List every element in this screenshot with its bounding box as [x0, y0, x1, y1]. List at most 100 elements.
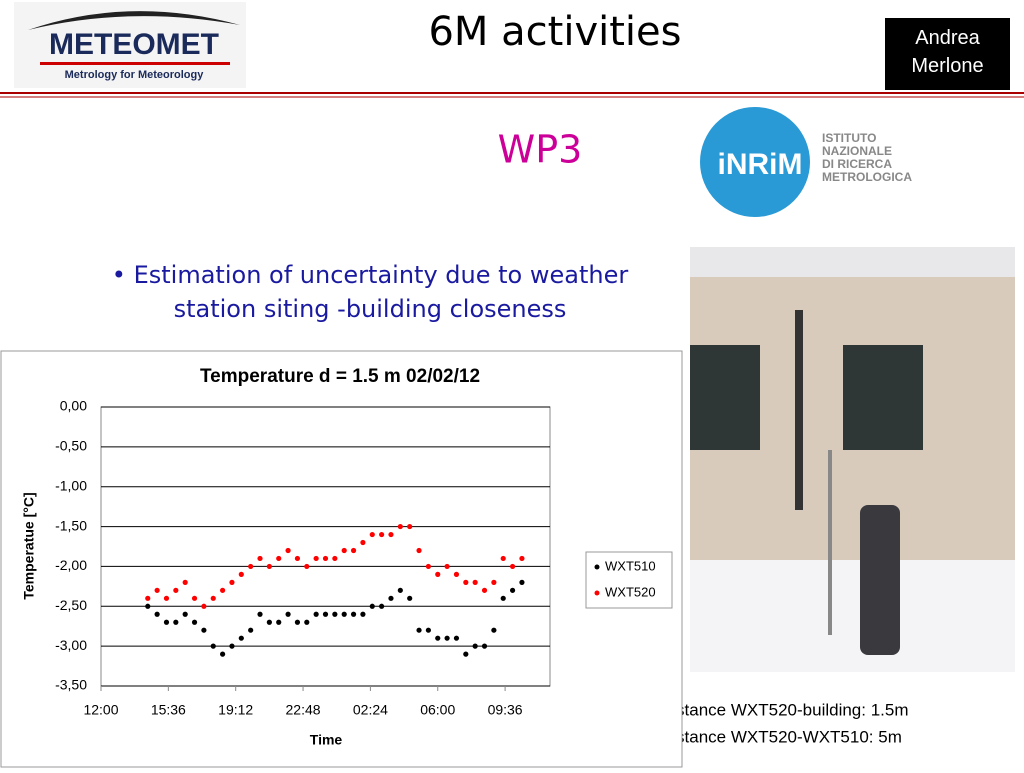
- photo-sky: [690, 247, 1015, 277]
- x-axis-label: Time: [310, 732, 343, 748]
- photo-window: [690, 345, 760, 450]
- data-point: [322, 555, 329, 562]
- data-point: [285, 547, 291, 554]
- data-point: [229, 643, 235, 649]
- data-point: [397, 523, 403, 530]
- data-point: [294, 619, 301, 625]
- data-point: [173, 587, 179, 593]
- data-point: [229, 579, 235, 585]
- data-point: [379, 603, 385, 609]
- data-point: [388, 595, 394, 601]
- data-point: [191, 619, 198, 625]
- legend-box: [585, 551, 673, 609]
- data-point: [369, 531, 375, 538]
- data-point: [313, 555, 319, 562]
- data-point: [182, 611, 188, 617]
- caption-line: Distance WXT520-building: 1.5m: [660, 700, 909, 719]
- logo-tagline: Metrology for Meteorology: [65, 69, 205, 81]
- data-point: [276, 555, 282, 562]
- data-point: [210, 643, 216, 649]
- data-point: [435, 635, 441, 641]
- author-wrap: Andrea Merlone: [911, 27, 984, 77]
- data-point: [266, 563, 272, 570]
- data-point: [350, 547, 357, 554]
- data-point: [360, 611, 366, 617]
- data-point: [481, 643, 488, 649]
- data-point: [509, 587, 516, 593]
- data-point: [416, 547, 422, 554]
- data-point: [304, 563, 310, 570]
- chart-title: Temperature d = 1.5 m 02/02/12: [200, 366, 480, 387]
- data-point: [220, 651, 226, 657]
- data-point: [444, 563, 450, 570]
- data-point: [266, 619, 272, 625]
- data-point: [248, 627, 254, 633]
- data-point: [257, 555, 263, 562]
- data-point: [248, 563, 254, 570]
- data-point: [341, 611, 347, 617]
- logo-swoosh: [28, 11, 240, 30]
- photo: [690, 247, 1015, 672]
- data-point: [163, 619, 170, 625]
- data-point: [220, 587, 226, 593]
- x-tick-label: 15:36: [151, 702, 186, 718]
- data-point: [435, 571, 441, 578]
- data-point: [332, 611, 338, 617]
- data-point: [257, 611, 263, 617]
- photo-snow: [690, 560, 1015, 672]
- data-point: [322, 611, 329, 617]
- data-point: [388, 531, 394, 538]
- logo-bg: [14, 2, 246, 88]
- photo-pipe: [795, 310, 803, 510]
- data-point: [238, 635, 244, 641]
- caption-line: Distance WXT520-WXT510: 5m: [660, 727, 902, 746]
- data-point: [145, 603, 151, 609]
- data-point: [210, 595, 216, 601]
- data-point: [332, 555, 338, 562]
- data-point: [500, 555, 506, 562]
- data-point: [369, 603, 375, 609]
- data-point: [453, 635, 460, 641]
- legend-marker: [594, 564, 600, 570]
- slide-title: 6M activities: [428, 9, 681, 55]
- plot-area: [100, 406, 551, 687]
- y-tick-label: -3,50: [55, 677, 87, 693]
- inrim-name: iNRiM: [718, 148, 803, 181]
- data-point: [491, 627, 497, 633]
- data-point: [201, 603, 207, 609]
- wp-label: WP3: [498, 128, 583, 172]
- data-point: [304, 619, 310, 625]
- data-point: [519, 555, 525, 562]
- data-point: [154, 587, 160, 593]
- y-tick-label: 0,00: [60, 398, 87, 414]
- plot: 0,00 -0,50 -1,00 -1,50 -2,00 -2,50 -3,00 -3,50 1…: [55, 398, 673, 718]
- data-point: [425, 627, 431, 633]
- data-point: [416, 627, 422, 633]
- data-point: [173, 619, 179, 625]
- data-point: [294, 555, 301, 562]
- inrim-circle: [700, 107, 810, 217]
- data-point: [379, 531, 385, 538]
- photo-mast: [828, 450, 832, 635]
- y-tick-label: -2,00: [55, 557, 87, 573]
- x-tick-label: 06:00: [420, 702, 455, 718]
- data-point: [407, 595, 413, 601]
- data-point: [163, 595, 170, 601]
- x-tick-label: 22:48: [286, 702, 321, 718]
- data-point: [407, 523, 413, 530]
- data-point: [463, 651, 469, 657]
- photo-window: [843, 345, 923, 450]
- author-box: [885, 18, 1010, 90]
- y-tick-label: -3,00: [55, 637, 87, 653]
- data-point: [491, 579, 497, 585]
- data-point: [201, 627, 207, 633]
- data-point: [350, 611, 357, 617]
- bullet-text: Estimation of uncertainty due to weather…: [133, 261, 629, 323]
- data-point: [425, 563, 431, 570]
- data-point: [472, 643, 478, 649]
- legend-label: WXT520: [605, 584, 656, 599]
- author: Andrea Merlone: [911, 27, 984, 77]
- data-point: [519, 579, 525, 585]
